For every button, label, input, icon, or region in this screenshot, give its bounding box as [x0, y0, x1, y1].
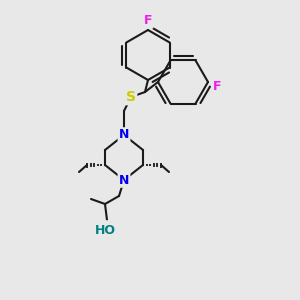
Text: F: F — [144, 14, 152, 28]
Text: F: F — [213, 80, 221, 92]
Text: N: N — [119, 128, 129, 142]
Text: H: H — [98, 221, 108, 235]
Text: N: N — [119, 173, 129, 187]
Text: S: S — [126, 90, 136, 104]
Text: O: O — [106, 221, 116, 235]
Text: HO: HO — [94, 224, 116, 236]
